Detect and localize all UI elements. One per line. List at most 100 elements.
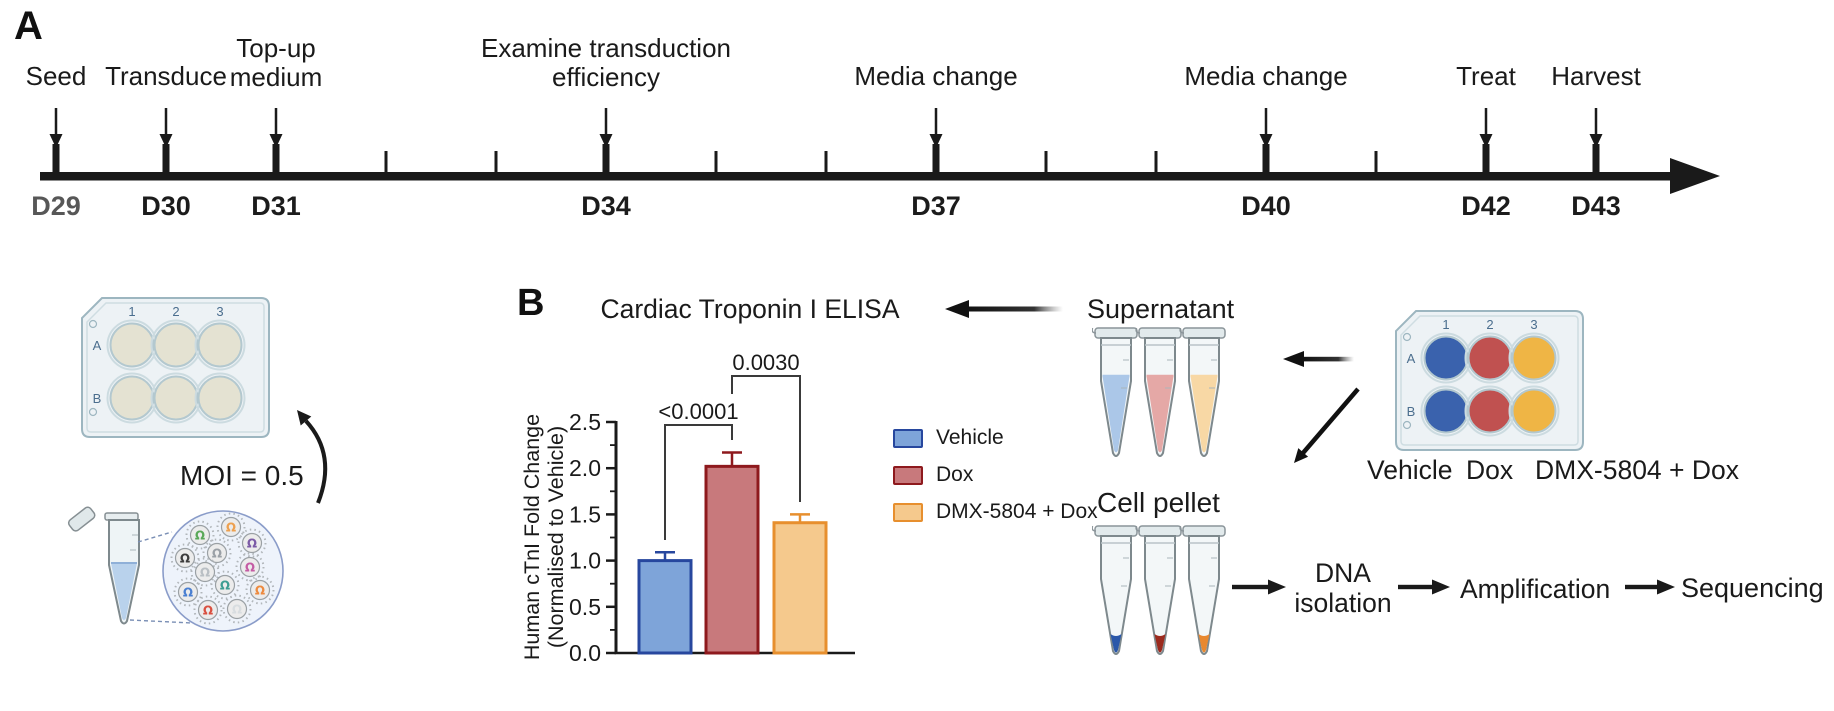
timeline-day-label: D31 (251, 191, 301, 221)
condition-label-vehicle: Vehicle (1367, 455, 1453, 485)
ctni-elisa-bar-chart: 0.0 0.5 1.0 1.5 2.0 2.5 Human cTnI Fold Change… (520, 350, 855, 666)
virus-genome-icon: Ω (220, 579, 230, 593)
timeline-tick (1044, 151, 1048, 176)
event-down-arrowhead-icon (1589, 134, 1603, 148)
timeline-day-label: D29 (31, 191, 81, 221)
timeline-tick (384, 151, 388, 176)
supernatant-tubes-icon (1092, 327, 1226, 457)
plate-well (1511, 335, 1557, 381)
plate-well (109, 375, 155, 421)
cell-pellet-label: Cell pellet (1097, 487, 1220, 518)
timeline-event-label: Media change (854, 61, 1018, 91)
virus-particle-icon (189, 524, 211, 546)
timeline-tick (52, 144, 60, 176)
y-tick-label: 2.0 (569, 455, 601, 481)
virus-particle-icon (249, 579, 271, 601)
virus-particle-icon (177, 581, 199, 603)
event-down-arrowhead-icon (1479, 134, 1493, 148)
plate-notch-icon (1402, 420, 1412, 430)
timeline-event-label: Seed (25, 61, 87, 91)
virus-spikes-icon (202, 538, 232, 568)
plate-notch-icon (88, 407, 98, 417)
plate-row-label: A (93, 338, 102, 353)
virus-spikes-icon (193, 595, 223, 625)
curved-arrow-icon (297, 410, 328, 504)
legend-label: Dox (936, 463, 974, 486)
timeline-tick (824, 151, 828, 176)
plate-well (153, 375, 199, 421)
virus-genome-icon: Ω (203, 604, 213, 618)
six-well-plate-empty: 1 2 3 A B (81, 297, 270, 438)
timeline-event-label: Media change (1184, 61, 1348, 91)
plate-column-label: 3 (1530, 317, 1537, 332)
plate-column-label: 1 (1442, 317, 1449, 332)
arrow-left-plate-to-tubes-icon (1283, 351, 1354, 367)
virus-spikes-icon (216, 512, 246, 542)
virus-spikes-icon (222, 594, 252, 624)
virus-particle-icon (206, 542, 228, 564)
virus-genome-icon: Ω (200, 566, 210, 580)
virus-particle-icon (241, 532, 263, 554)
event-down-arrowhead-icon (269, 134, 283, 148)
significance-p-value: 0.0030 (732, 350, 799, 375)
timeline-tick (1482, 144, 1490, 176)
plate-well (109, 322, 155, 368)
condition-label-dmx: DMX-5804 + Dox (1535, 455, 1739, 485)
plate-notch-icon (88, 319, 98, 329)
virus-genome-icon: Ω (255, 584, 265, 598)
timeline-day-label: D42 (1461, 191, 1511, 221)
timeline-event-label: Treat (1456, 61, 1516, 91)
bar-DMX-5804 + Dox (772, 521, 828, 655)
virus-genome-icon: Ω (232, 603, 242, 617)
step-sequencing: Sequencing (1681, 573, 1824, 603)
event-down-arrowhead-icon (159, 134, 173, 148)
plate-column-label: 3 (216, 304, 223, 319)
timeline-tick (1154, 151, 1158, 176)
virus-genome-icon: Ω (212, 547, 222, 561)
timeline-day-label: D43 (1571, 191, 1621, 221)
plate-row-label: B (93, 391, 102, 406)
supernatant-tube-icon (1179, 327, 1226, 457)
plate-column-label: 1 (128, 304, 135, 319)
legend-swatch-dmx-icon (893, 502, 923, 522)
arrow-right-amplification-to-sequencing-icon (1625, 579, 1675, 595)
chart-title: Cardiac Troponin I ELISA (600, 294, 900, 324)
plate-well (197, 375, 243, 421)
virus-genome-icon: Ω (247, 537, 257, 551)
supernatant-tube-icon (1135, 327, 1182, 457)
event-down-arrowhead-icon (1259, 134, 1273, 148)
virus-genome-icon: Ω (226, 521, 236, 535)
bar-Dox (704, 464, 760, 655)
virus-particle-icon (197, 599, 219, 621)
arrow-left-supernatant-to-elisa-icon (945, 300, 1063, 318)
timeline-day-label: D40 (1241, 191, 1291, 221)
bar-Vehicle (637, 559, 693, 655)
significance-p-value: <0.0001 (658, 399, 738, 424)
event-down-arrowhead-icon (599, 134, 613, 148)
plate-row-label: B (1407, 404, 1416, 419)
virus-spikes-icon (173, 577, 203, 607)
plate-well (1423, 388, 1469, 434)
virus-genome-icon: Ω (245, 561, 255, 575)
timeline-tick (1592, 144, 1600, 176)
chart-legend: Vehicle Dox DMX-5804 + Dox (893, 426, 1098, 537)
virus-spikes-icon (170, 543, 200, 573)
timeline-tick (494, 151, 498, 176)
timeline-tick (714, 151, 718, 176)
condition-label-dox: Dox (1466, 455, 1514, 485)
y-axis-label: Human cTnI Fold Change (520, 414, 544, 660)
timeline-tick (1374, 151, 1378, 176)
cell-pellet-tubes-icon (1092, 525, 1226, 655)
virus-spikes-icon (185, 520, 215, 550)
timeline-tick (272, 144, 280, 176)
y-tick-label: 1.0 (569, 548, 601, 574)
legend-item-dox: Dox (893, 463, 1098, 487)
plate-well (153, 322, 199, 368)
virus-particle-icon (214, 574, 236, 596)
plate-column-label: 2 (1486, 317, 1493, 332)
panel-b-label: B (517, 282, 545, 324)
virus-particle-icon (174, 547, 196, 569)
timeline-day-label: D37 (911, 191, 961, 221)
